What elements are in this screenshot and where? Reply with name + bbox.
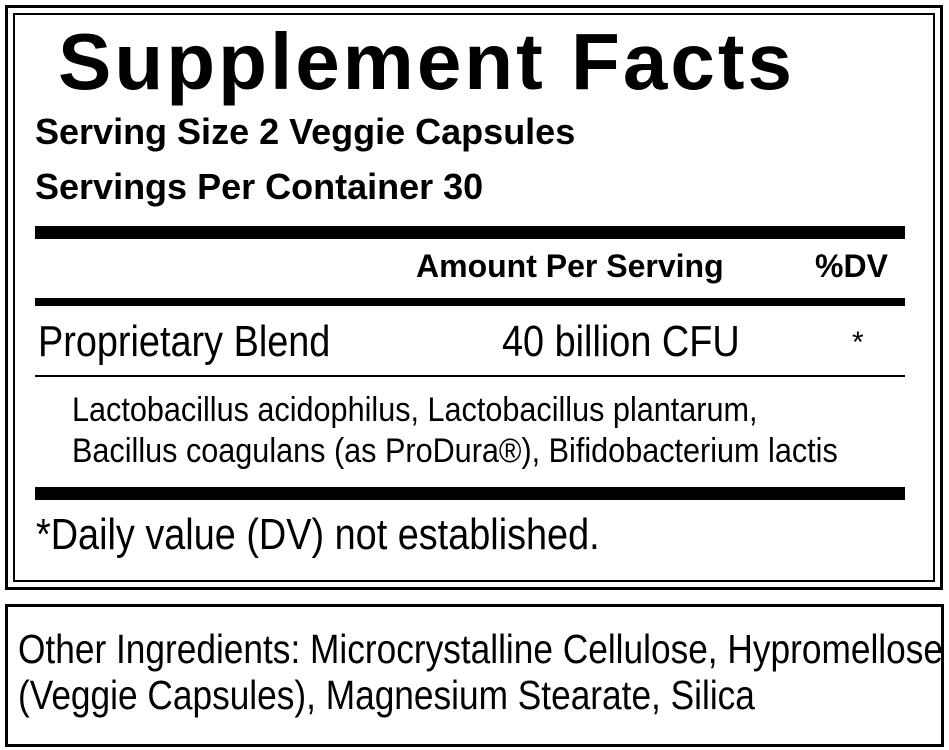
medium-rule [35,298,905,306]
facts-panel-outer [5,5,943,590]
footnote: *Daily value (DV) not established. [36,510,600,559]
thin-rule [35,375,905,377]
facts-panel-inner [13,13,935,582]
serving-size: Serving Size 2 Veggie Capsules [35,111,576,152]
other-ingredients-line: Other Ingredients: Microcrystalline Cell… [18,626,943,672]
row-amount: 40 billion CFU [502,317,740,366]
servings-per-container: Servings Per Container 30 [35,166,484,207]
title: Supplement Facts [58,17,796,106]
other-ingredients-panel [5,604,944,747]
blend-ingredients-line: Bacillus coagulans (as ProDura®), Bifido… [72,432,838,470]
other-ingredients-line: (Veggie Capsules), Magnesium Stearate, S… [18,672,755,718]
thick-rule [35,487,905,500]
row-dv: * [852,326,864,359]
header-amount: Amount Per Serving [416,248,724,284]
row-name: Proprietary Blend [38,317,331,366]
header-dv: %DV [815,248,888,284]
thick-rule [35,226,905,239]
blend-ingredients-line: Lactobacillus acidophilus, Lactobacillus… [72,391,758,429]
